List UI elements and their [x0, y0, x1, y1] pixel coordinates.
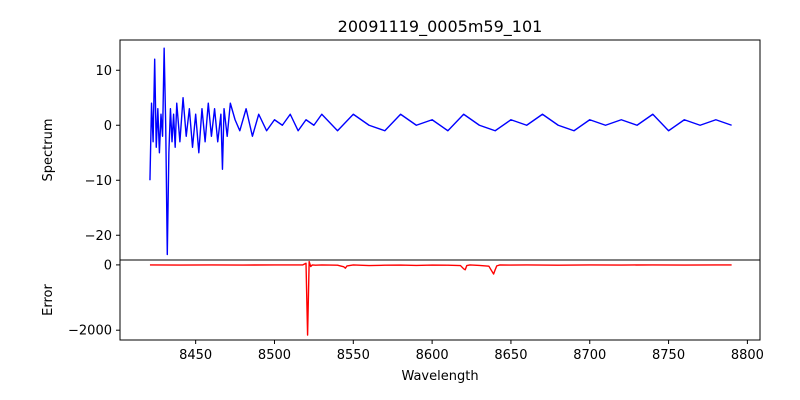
chart-title: 20091119_0005m59_101 — [338, 17, 543, 37]
spectrum-y-tick-label: 0 — [104, 119, 112, 134]
x-tick-label: 8550 — [337, 348, 370, 363]
error-y-axis-label: Error — [41, 284, 56, 316]
spectrum-series-line — [149, 47, 732, 256]
spectrum-y-axis-label: Spectrum — [41, 119, 56, 182]
x-tick-label: 8650 — [494, 348, 527, 363]
spectrum-y-tick-label: −10 — [85, 174, 112, 189]
x-tick-label: 8450 — [179, 348, 212, 363]
x-tick-label: 8700 — [573, 348, 606, 363]
x-tick-label: 8750 — [652, 348, 685, 363]
error-y-tick-label: 0 — [104, 258, 112, 273]
x-tick-label: 8800 — [731, 348, 764, 363]
error-y-tick-label: −2000 — [68, 324, 112, 339]
error-subplot: 0−2000 8450 8500 8550 8600 8650 8700 8750 8800 … — [41, 258, 764, 384]
spectrum-y-tick-label: −20 — [85, 229, 112, 244]
error-series-line — [149, 260, 732, 336]
spectrum-y-tick-label: 10 — [95, 64, 112, 79]
error-axes-frame — [119, 259, 761, 341]
x-axis-label: Wavelength — [401, 369, 478, 384]
x-tick-label: 8500 — [258, 348, 291, 363]
x-tick-label: 8600 — [416, 348, 449, 363]
